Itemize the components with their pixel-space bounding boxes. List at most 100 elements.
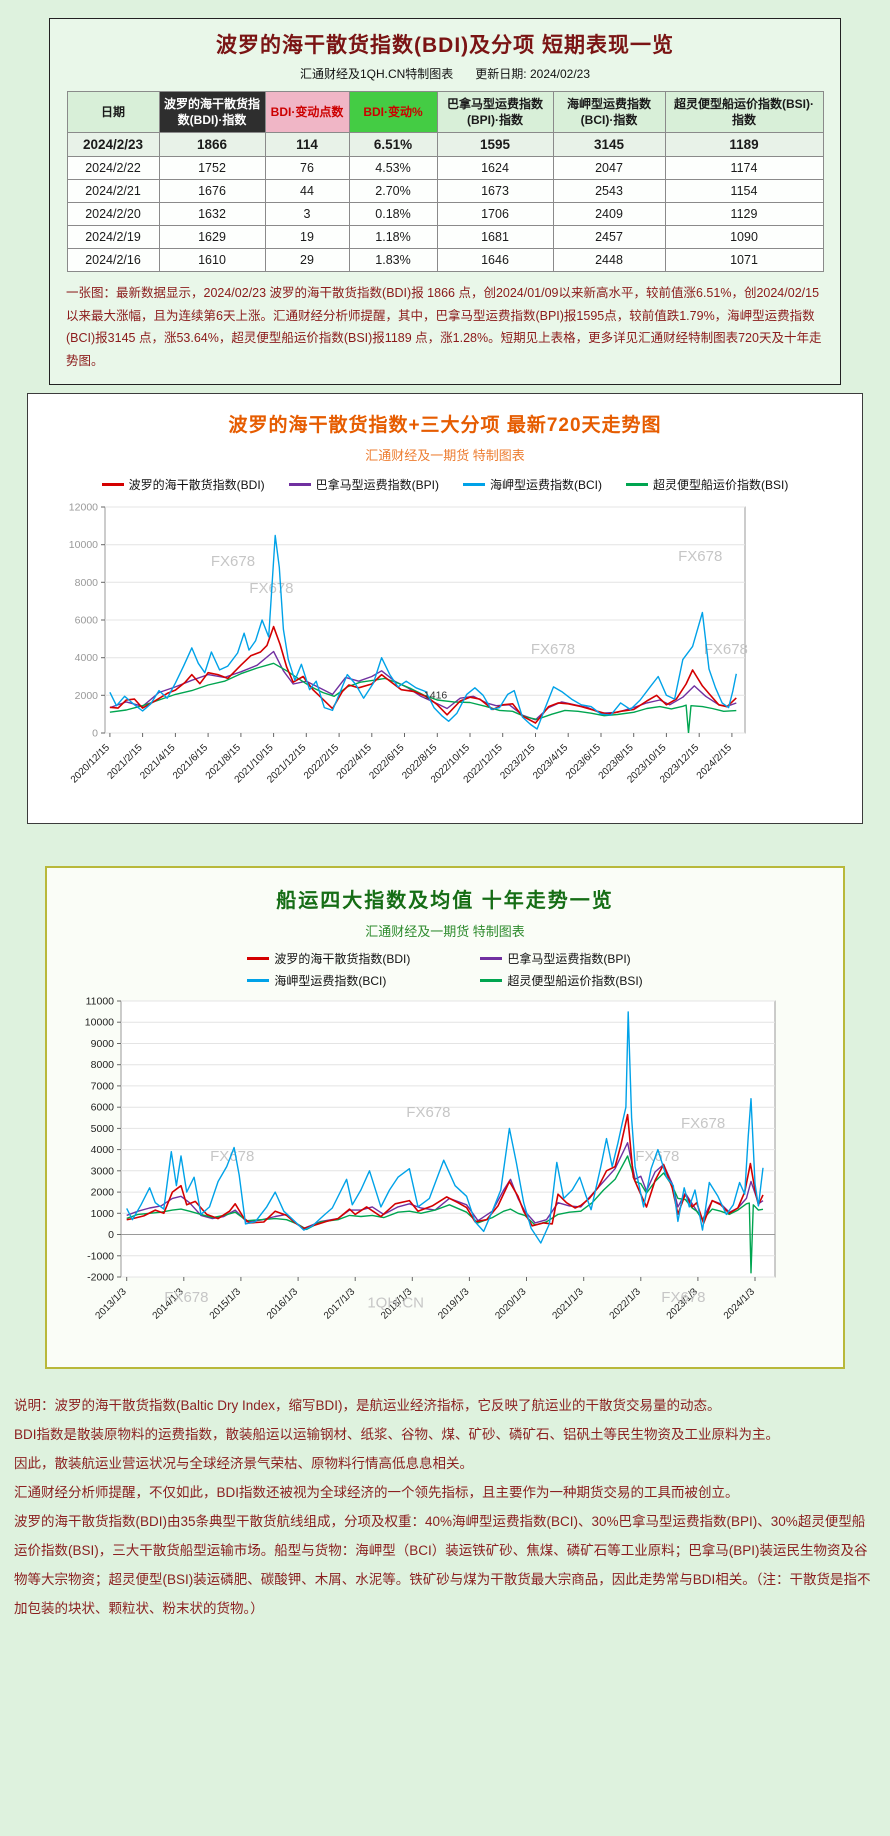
table-cell: 76 (264, 156, 350, 181)
column-header: 超灵便型船运价指数(BSI)·指数 (664, 90, 824, 134)
svg-text:2024/2/15: 2024/2/15 (695, 742, 735, 782)
chart-10y-subtitle: 汇通财经及一期货 特制图表 (365, 924, 525, 940)
watermark: FX678 (211, 553, 255, 570)
legend-item-bdi: 波罗的海干散货指数(BDI) (247, 950, 410, 967)
table-source-label: 汇通财经及1QH.CN特制图表 (299, 67, 454, 81)
watermark: FX678 (681, 1115, 725, 1132)
column-header: 海岬型运费指数(BCI)·指数 (552, 90, 666, 134)
table-cell: 2024/2/19 (66, 225, 160, 250)
description-line: 因此，散装航运业营运状况与全球经济景气荣枯、原物料行情高低息息相关。 (14, 1456, 473, 1472)
table-cell: 4.53% (348, 156, 438, 181)
series-bci-line (109, 535, 737, 731)
table-cell: 2.70% (348, 179, 438, 204)
table-cell: 2448 (552, 248, 666, 273)
legend-item-bdi: 波罗的海干散货指数(BDI) (101, 476, 265, 493)
table-cell: 1154 (664, 179, 824, 204)
svg-text:10000: 10000 (85, 1017, 114, 1029)
watermark: 1QH.CN (367, 1295, 424, 1312)
svg-text:2022/1/3: 2022/1/3 (608, 1286, 644, 1322)
svg-text:11000: 11000 (86, 996, 115, 1008)
legend-swatch-bci (463, 483, 485, 487)
svg-text:9000: 9000 (91, 1038, 115, 1050)
svg-text:0: 0 (92, 728, 98, 740)
chart-10y-legend: 波罗的海干散货指数(BDI) 巴拿马型运费指数(BPI) 海岬型运费指数(BCI) 超… (247, 950, 643, 989)
legend-label-bdi: 波罗的海干散货指数(BDI) (128, 478, 265, 493)
table-cell: 3145 (552, 132, 666, 158)
plot-area (120, 1000, 776, 1278)
legend-label-bci: 海岬型运费指数(BCI) (490, 478, 602, 493)
table-update-date: 更新日期: 2024/02/23 (475, 67, 591, 81)
svg-text:2019/1/3: 2019/1/3 (436, 1286, 472, 1322)
watermark: FX678 (661, 1289, 705, 1306)
legend-label-bsi: 超灵便型船运价指数(BSI) (507, 974, 643, 989)
table-cell: 1646 (436, 248, 554, 273)
table-cell: 2024/2/22 (66, 156, 160, 181)
table-cell: 3 (264, 202, 350, 227)
bdi-table: 日期 波罗的海干散货指数(BDI)·指数 BDI·变动点数 BDI·变动% 巴拿马型运费… (66, 90, 824, 273)
svg-text:1000: 1000 (91, 1208, 115, 1220)
table-cell: 2047 (552, 156, 666, 181)
page: { "page": { "background": "#def2de" }, "… (0, 18, 890, 1836)
watermark: FX678 (531, 641, 575, 658)
table-cell: 2457 (552, 225, 666, 250)
legend-item-bpi: 巴拿马型运费指数(BPI) (480, 950, 642, 967)
column-header: 巴拿马型运费指数(BPI)·指数 (436, 90, 554, 134)
svg-text:4000: 4000 (75, 653, 99, 665)
table-row: 2024/2/23 1866 114 6.51% 1595 3145 1189 (66, 132, 824, 158)
table-cell: 1610 (158, 248, 266, 273)
series-bsi-line (109, 662, 737, 734)
chart-10y-panel: 船运四大指数及均值 十年走势一览 汇通财经及一期货 特制图表 波罗的海干散货指数… (45, 866, 845, 1370)
svg-text:2017/1/3: 2017/1/3 (322, 1286, 358, 1322)
x-axis: 2020/12/152021/2/152021/4/152021/6/15202… (69, 733, 734, 786)
legend-item-bsi: 超灵便型船运价指数(BSI) (626, 476, 788, 493)
legend-swatch-bpi (480, 957, 503, 961)
table-cell: 1090 (664, 225, 824, 250)
legend-swatch-bsi (480, 979, 503, 983)
table-subtitle: 汇通财经及1QH.CN特制图表 更新日期: 2024/02/23 (56, 65, 834, 82)
table-cell: 44 (264, 179, 350, 204)
svg-text:2024/1/3: 2024/1/3 (722, 1286, 758, 1322)
watermark: FX678 (635, 1148, 679, 1165)
svg-text:5000: 5000 (91, 1123, 115, 1135)
chart-720d-subtitle: 汇通财经及一期货 特制图表 (365, 448, 525, 464)
watermark: FX678 (678, 549, 722, 566)
svg-text:6000: 6000 (75, 615, 99, 627)
svg-text:2013/1/3: 2013/1/3 (94, 1286, 130, 1322)
svg-text:12000: 12000 (69, 502, 98, 514)
table-row: 2024/2/22 1752 76 4.53% 1624 2047 1174 (66, 156, 824, 181)
chart-720d-title: 波罗的海干散货指数+三大分项 最新720天走势图 (228, 415, 662, 437)
description-line: BDI指数是散装原物料的运费指数，散装船运以运输钢材、纸浆、谷物、煤、矿砂、磷矿… (14, 1427, 780, 1443)
table-cell: 1676 (158, 179, 266, 204)
chart-10y-title: 船运四大指数及均值 十年走势一览 (276, 890, 614, 913)
svg-text:7000: 7000 (91, 1081, 115, 1093)
series-bci-line (126, 1011, 764, 1245)
table-cell: 1629 (158, 225, 266, 250)
y-axis: 0 2000 4000 6000 8000 10000 12000 (69, 502, 745, 740)
table-cell: 2024/2/20 (66, 202, 160, 227)
series-bpi-line (109, 651, 737, 721)
description-line: 说明：波罗的海干散货指数(Baltic Dry Index，缩写BDI)，是航运… (14, 1398, 721, 1414)
chart-720d-plot: 0 2000 4000 6000 8000 10000 12000 2020/12/15 202… (28, 497, 862, 819)
table-cell: 2543 (552, 179, 666, 204)
table-cell: 2024/2/23 (66, 132, 160, 158)
table-cell: 2409 (552, 202, 666, 227)
svg-text:8000: 8000 (75, 577, 99, 589)
legend-swatch-bci (247, 979, 270, 983)
svg-text:2021/1/3: 2021/1/3 (551, 1286, 587, 1322)
legend-item-bci: 海岬型运费指数(BCI) (463, 476, 602, 493)
table-row: 2024/2/19 1629 19 1.18% 1681 2457 1090 (66, 225, 824, 250)
svg-text:2000: 2000 (91, 1187, 115, 1199)
chart-720d-svg: 0200040006000800010000120002020/12/15202… (69, 502, 748, 786)
table-cell: 114 (264, 132, 350, 158)
svg-text:2015/1/3: 2015/1/3 (208, 1286, 244, 1322)
table-cell: 1.18% (348, 225, 438, 250)
legend-label-bsi: 超灵便型船运价指数(BSI) (653, 478, 789, 493)
table-cell: 1632 (158, 202, 266, 227)
svg-text:4000: 4000 (91, 1144, 115, 1156)
description-line: 汇通财经分析师提醒，不仅如此，BDI指数还被视为全球经济的一个领先指标，且主要作… (14, 1485, 739, 1501)
table-cell: 1706 (436, 202, 554, 227)
watermark: FX678 (704, 641, 748, 658)
svg-text:0: 0 (108, 1229, 114, 1241)
table-header-row: 日期 波罗的海干散货指数(BDI)·指数 BDI·变动点数 BDI·变动% 巴拿马型运费… (66, 90, 824, 134)
series-bdi-line (109, 626, 737, 725)
